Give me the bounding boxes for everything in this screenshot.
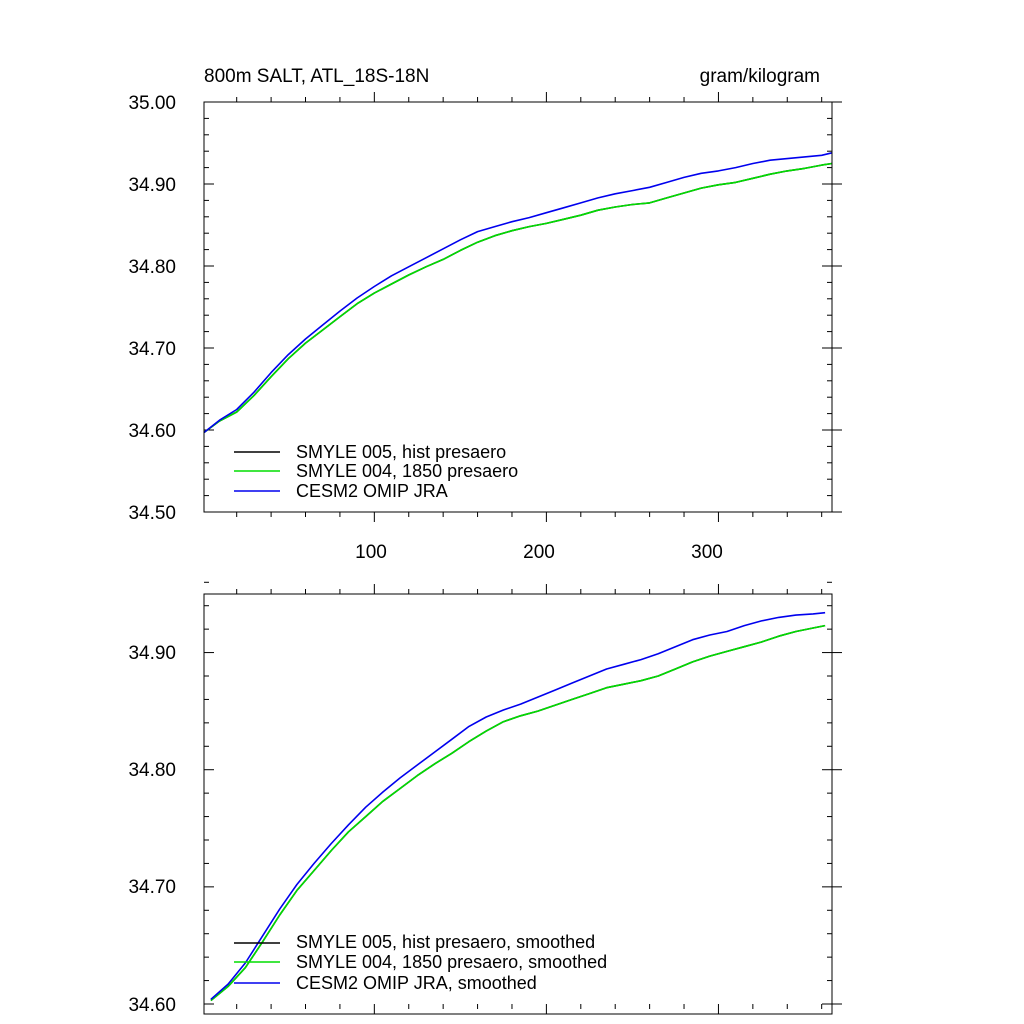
top-plot-frame — [203, 101, 833, 513]
bottom-series-lines — [210, 611, 826, 1002]
y-tick-label: 34.70 — [128, 339, 176, 360]
y-tick-label: 34.60 — [128, 421, 176, 442]
top-x-tick-labels: 100 200 300 — [355, 542, 723, 563]
bottom-y-tick-labels: 34.90 34.80 34.70 34.60 — [128, 643, 176, 1016]
y-tick-label: 34.50 — [128, 503, 176, 524]
legend-entry: SMYLE 005, hist presaero, smoothed — [296, 932, 595, 952]
series-line-smyle004 — [210, 624, 826, 1002]
top-y-tick-labels: 35.00 34.90 34.80 34.70 34.60 34.50 — [128, 93, 176, 524]
chart-title: 800m SALT, ATL_18S-18N — [204, 66, 429, 87]
series-line-cesm2-omip-jra — [203, 152, 833, 434]
y-tick-label: 34.70 — [128, 877, 176, 898]
x-tick-label: 200 — [523, 542, 555, 563]
bottom-legend: SMYLE 005, hist presaero, smoothed SMYLE… — [234, 932, 607, 993]
series-line-cesm2-omip-jra — [210, 611, 826, 1000]
chart-units: gram/kilogram — [700, 66, 820, 87]
series-line-smyle005 — [203, 162, 833, 434]
y-tick-label: 34.80 — [128, 760, 176, 781]
x-tick-label: 300 — [691, 542, 723, 563]
bottom-axis-ticks — [204, 581, 842, 1014]
x-tick-label: 100 — [355, 542, 387, 563]
y-tick-label: 35.00 — [128, 93, 176, 114]
y-tick-label: 34.80 — [128, 257, 176, 278]
legend-entry: CESM2 OMIP JRA — [296, 481, 448, 501]
series-line-smyle004 — [203, 162, 833, 434]
legend-entry: SMYLE 005, hist presaero — [296, 442, 506, 462]
y-tick-label: 34.90 — [128, 643, 176, 664]
legend-entry: SMYLE 004, 1850 presaero — [296, 461, 518, 481]
y-tick-label: 34.90 — [128, 175, 176, 196]
legend-entry: CESM2 OMIP JRA, smoothed — [296, 973, 537, 993]
bottom-plot-frame — [203, 593, 833, 1015]
top-series-lines — [203, 152, 833, 434]
legend-entry: SMYLE 004, 1850 presaero, smoothed — [296, 952, 607, 972]
y-tick-label: 34.60 — [128, 995, 176, 1016]
top-legend: SMYLE 005, hist presaero SMYLE 004, 1850… — [234, 442, 518, 501]
